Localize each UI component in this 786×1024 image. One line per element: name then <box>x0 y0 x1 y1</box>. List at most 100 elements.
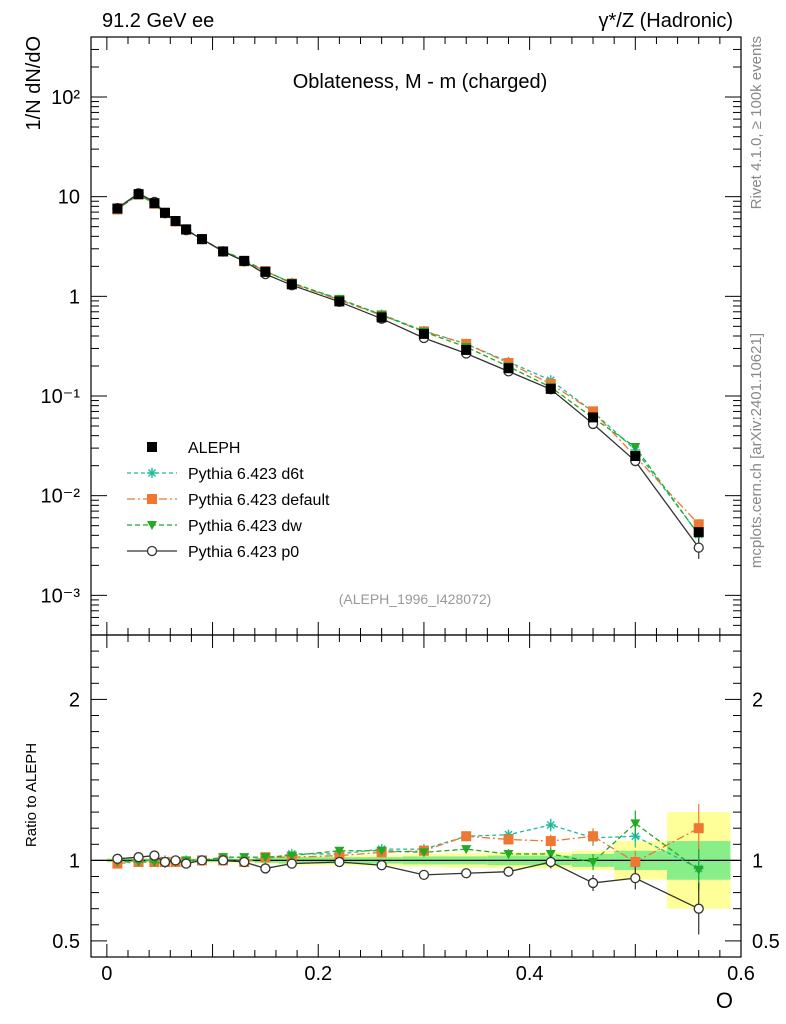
marker-square <box>693 527 704 538</box>
legend-label: Pythia 6.423 default <box>188 492 330 509</box>
legend: ALEPH Pythia 6.423 d6t Pythia 6.423 defaul… <box>127 440 330 561</box>
marker-triangle <box>334 846 345 856</box>
marker-circle <box>376 860 387 871</box>
marker-circle <box>418 869 430 881</box>
marker-square <box>334 296 345 307</box>
legend-label: ALEPH <box>188 440 240 457</box>
marker-circle <box>239 856 250 868</box>
x-tick-label: 0.6 <box>727 963 755 985</box>
marker-triangle <box>149 858 160 868</box>
y-tick-label: 10² <box>51 87 80 109</box>
chart-title: Oblateness, M - m (charged) <box>293 71 548 93</box>
marker-circle <box>180 858 192 869</box>
marker-triangle <box>503 849 514 859</box>
marker-square <box>181 224 192 235</box>
marker-square <box>147 494 157 504</box>
ratio-tick-label: 2 <box>69 689 80 711</box>
marker-circle <box>545 856 556 868</box>
marker-triangle <box>630 819 641 829</box>
marker-square <box>286 279 297 290</box>
marker-triangle <box>693 866 704 876</box>
legend-entry: ALEPH <box>147 440 240 457</box>
header-right: γ*/Z (Hadronic) <box>599 10 733 32</box>
marker-circle <box>461 868 472 879</box>
legend-entry: Pythia 6.423 dw <box>127 518 302 535</box>
marker-circle <box>170 855 181 866</box>
marker-square <box>218 246 229 257</box>
marker-asterisk <box>147 468 157 478</box>
y-tick-label: 1 <box>69 286 80 308</box>
y-tick-label: 10⁻¹ <box>41 386 81 408</box>
legend-label: Pythia 6.423 p0 <box>188 544 299 561</box>
marker-circle <box>159 856 171 868</box>
marker-triangle <box>461 845 472 855</box>
marker-triangle <box>418 848 429 858</box>
marker-triangle <box>630 443 641 453</box>
marker-triangle <box>147 521 157 530</box>
legend-entry: Pythia 6.423 p0 <box>127 544 299 561</box>
main-panel: 10⁻³ 10⁻² 10⁻¹ 1 10 10² <box>41 36 742 957</box>
marker-square <box>147 442 157 452</box>
ratio-series-3 <box>112 850 704 935</box>
ratio-panel: 0 0.2 0.4 0.6 0.5 0.5 1 1 2 2 <box>52 634 780 985</box>
x-tick-label: 0 <box>101 963 112 985</box>
marker-square <box>376 312 387 323</box>
y-axis-label: 1/N dN/dO <box>23 36 45 130</box>
marker-square <box>112 203 123 214</box>
marker-circle <box>334 856 345 868</box>
marker-square <box>545 383 556 394</box>
marker-triangle <box>376 846 387 856</box>
marker-circle <box>112 853 123 864</box>
marker-circle <box>503 866 514 877</box>
y-tick-label: 10⁻² <box>41 486 81 508</box>
marker-square <box>588 831 599 842</box>
marker-circle <box>630 872 641 884</box>
mcplots-label: mcplots.cern.ch [arXiv:2401.10621] <box>748 333 765 568</box>
ratio-tick-label: 0.5 <box>52 931 80 953</box>
marker-circle <box>693 542 704 553</box>
marker-square <box>693 823 704 834</box>
marker-circle <box>260 863 271 874</box>
marker-square <box>588 406 599 417</box>
marker-square <box>461 831 472 842</box>
analysis-tag: (ALEPH_1996_I428072) <box>339 591 492 607</box>
marker-circle <box>196 855 208 866</box>
y-tick-label: 10⁻³ <box>41 585 81 607</box>
marker-square <box>239 255 250 266</box>
marker-square <box>503 363 514 374</box>
rivet-version-label: Rivet 4.1.0, ≥ 100k events <box>748 36 765 209</box>
x-tick-label: 0.4 <box>516 963 544 985</box>
marker-triangle <box>588 858 599 868</box>
asterisk-stroke <box>147 468 157 478</box>
marker-circle <box>133 852 144 863</box>
marker-circle <box>693 903 704 914</box>
marker-square <box>260 266 271 277</box>
marker-square <box>170 216 181 227</box>
x-axis-label: O <box>716 988 733 1013</box>
marker-square <box>545 836 556 847</box>
marker-square <box>588 412 599 423</box>
ratio-tick-label: 1 <box>752 850 763 872</box>
ratio-frame <box>90 634 742 958</box>
legend-label: Pythia 6.423 d6t <box>188 466 304 483</box>
marker-square <box>133 189 144 200</box>
legend-entry: Pythia 6.423 default <box>127 492 330 509</box>
marker-circle <box>587 877 599 889</box>
series-line <box>117 193 700 536</box>
marker-square <box>503 834 514 845</box>
marker-circle <box>217 855 229 866</box>
marker-square <box>418 328 429 339</box>
ratio-tick-label: 0.5 <box>752 931 780 953</box>
asterisk-stroke <box>546 820 555 830</box>
marker-square <box>630 451 641 462</box>
marker-triangle <box>286 851 297 861</box>
ratio-tick-label: 2 <box>752 689 763 711</box>
series-line <box>117 193 700 535</box>
ratio-axis-label: Ratio to ALEPH <box>23 743 40 847</box>
marker-square <box>196 234 207 245</box>
marker-circle <box>286 858 297 869</box>
marker-asterisk <box>545 819 556 830</box>
marker-circle <box>149 850 160 861</box>
x-tick-label: 0.2 <box>304 963 332 985</box>
